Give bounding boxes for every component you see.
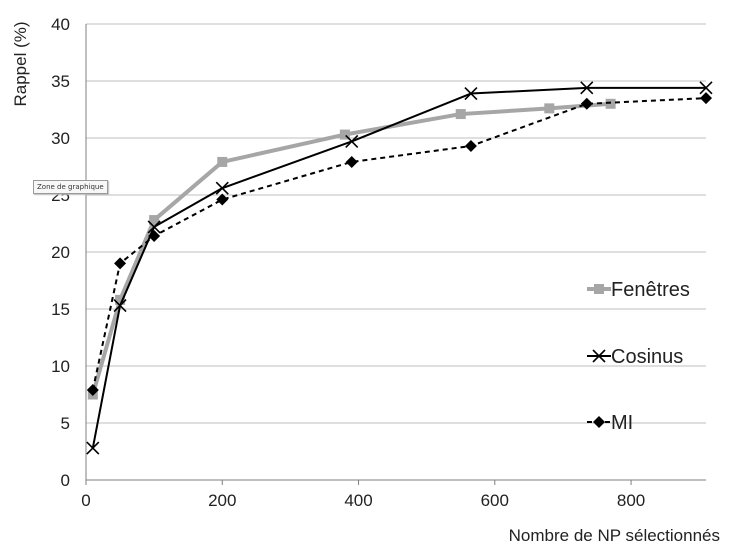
- series-fen-tres: [87, 98, 616, 400]
- point-mi-4: [345, 155, 358, 168]
- point-cosinus-3-b: [215, 181, 229, 195]
- series-layer: [86, 81, 713, 455]
- legend-label-mi: MI: [611, 412, 633, 434]
- legend-marker-mi: [593, 416, 605, 428]
- y-tick-label-4: 20: [51, 243, 70, 262]
- x-axis-title: Nombre de NP sélectionnés: [509, 526, 720, 545]
- point-cosinus-1-b: [113, 299, 127, 313]
- axes: [85, 24, 706, 485]
- point-mi-6: [580, 97, 593, 110]
- point-cosinus-5: [464, 86, 478, 101]
- y-tick-label-7: 35: [51, 72, 70, 91]
- point-cosinus-4-b: [345, 134, 359, 148]
- point-mi-3: [216, 193, 229, 206]
- gridlines: [86, 23, 706, 424]
- point-cosinus-2: [147, 220, 161, 234]
- series-mi: [86, 92, 712, 396]
- point-mi-0: [86, 383, 99, 396]
- y-tick-label-8: 40: [51, 15, 70, 34]
- x-tick-label-0: 0: [81, 491, 90, 510]
- point-mi-7: [700, 92, 712, 105]
- point-mi-5: [464, 139, 477, 152]
- point-fen-tres-4: [339, 129, 350, 140]
- point-cosinus-5-b: [464, 86, 478, 101]
- point-fen-tres-6: [544, 103, 555, 114]
- chart-area-tooltip: Zone de graphique: [33, 180, 108, 194]
- point-cosinus-2-b: [147, 220, 161, 234]
- point-cosinus-0-b: [86, 441, 100, 455]
- legend-label-cosinus: Cosinus: [611, 346, 683, 368]
- legend-item-fen-tres: Fenêtres: [587, 279, 690, 301]
- point-cosinus-0: [86, 441, 100, 455]
- point-fen-tres-7: [605, 98, 616, 109]
- y-tick-label-6: 30: [51, 129, 70, 148]
- point-cosinus-6-b: [580, 81, 594, 95]
- point-cosinus-3: [215, 181, 229, 195]
- legend-marker-fen-tres: [594, 284, 604, 294]
- legend-item-mi: MI: [587, 412, 633, 434]
- point-mi-1: [114, 257, 127, 270]
- point-fen-tres-5: [455, 109, 466, 120]
- x-tick-label-4: 800: [617, 491, 645, 510]
- point-cosinus-1: [113, 299, 127, 313]
- legend: Fenêtres Cosinus MI: [587, 279, 690, 434]
- legend-item-cosinus: Cosinus: [587, 346, 683, 368]
- series-line-mi: [91, 97, 707, 391]
- point-cosinus-6: [580, 81, 594, 95]
- y-tick-label-2: 10: [51, 357, 70, 376]
- y-tick-label-1: 5: [61, 414, 70, 433]
- point-fen-tres-2: [149, 215, 160, 226]
- x-tick-label-2: 400: [344, 491, 372, 510]
- y-axis-title: Rappel (%): [11, 21, 30, 106]
- legend-label-fen-tres: Fenêtres: [611, 279, 690, 301]
- point-cosinus-4: [345, 134, 359, 148]
- legend-marker-cosinus-b: [592, 349, 606, 363]
- point-cosinus-7: [699, 81, 713, 95]
- point-mi-2: [148, 230, 161, 243]
- x-tick-label-1: 200: [208, 491, 236, 510]
- legend-marker-cosinus: [592, 349, 606, 363]
- x-tick-label-3: 600: [481, 491, 509, 510]
- point-cosinus-7-b: [699, 81, 713, 95]
- y-tick-label-3: 15: [51, 300, 70, 319]
- point-fen-tres-1: [115, 294, 126, 305]
- series-line-fen-tres: [90, 101, 611, 396]
- point-fen-tres-3: [217, 156, 228, 167]
- y-tick-label-0: 0: [61, 471, 70, 490]
- series-cosinus: [86, 81, 713, 455]
- series-line-cosinus: [91, 86, 706, 449]
